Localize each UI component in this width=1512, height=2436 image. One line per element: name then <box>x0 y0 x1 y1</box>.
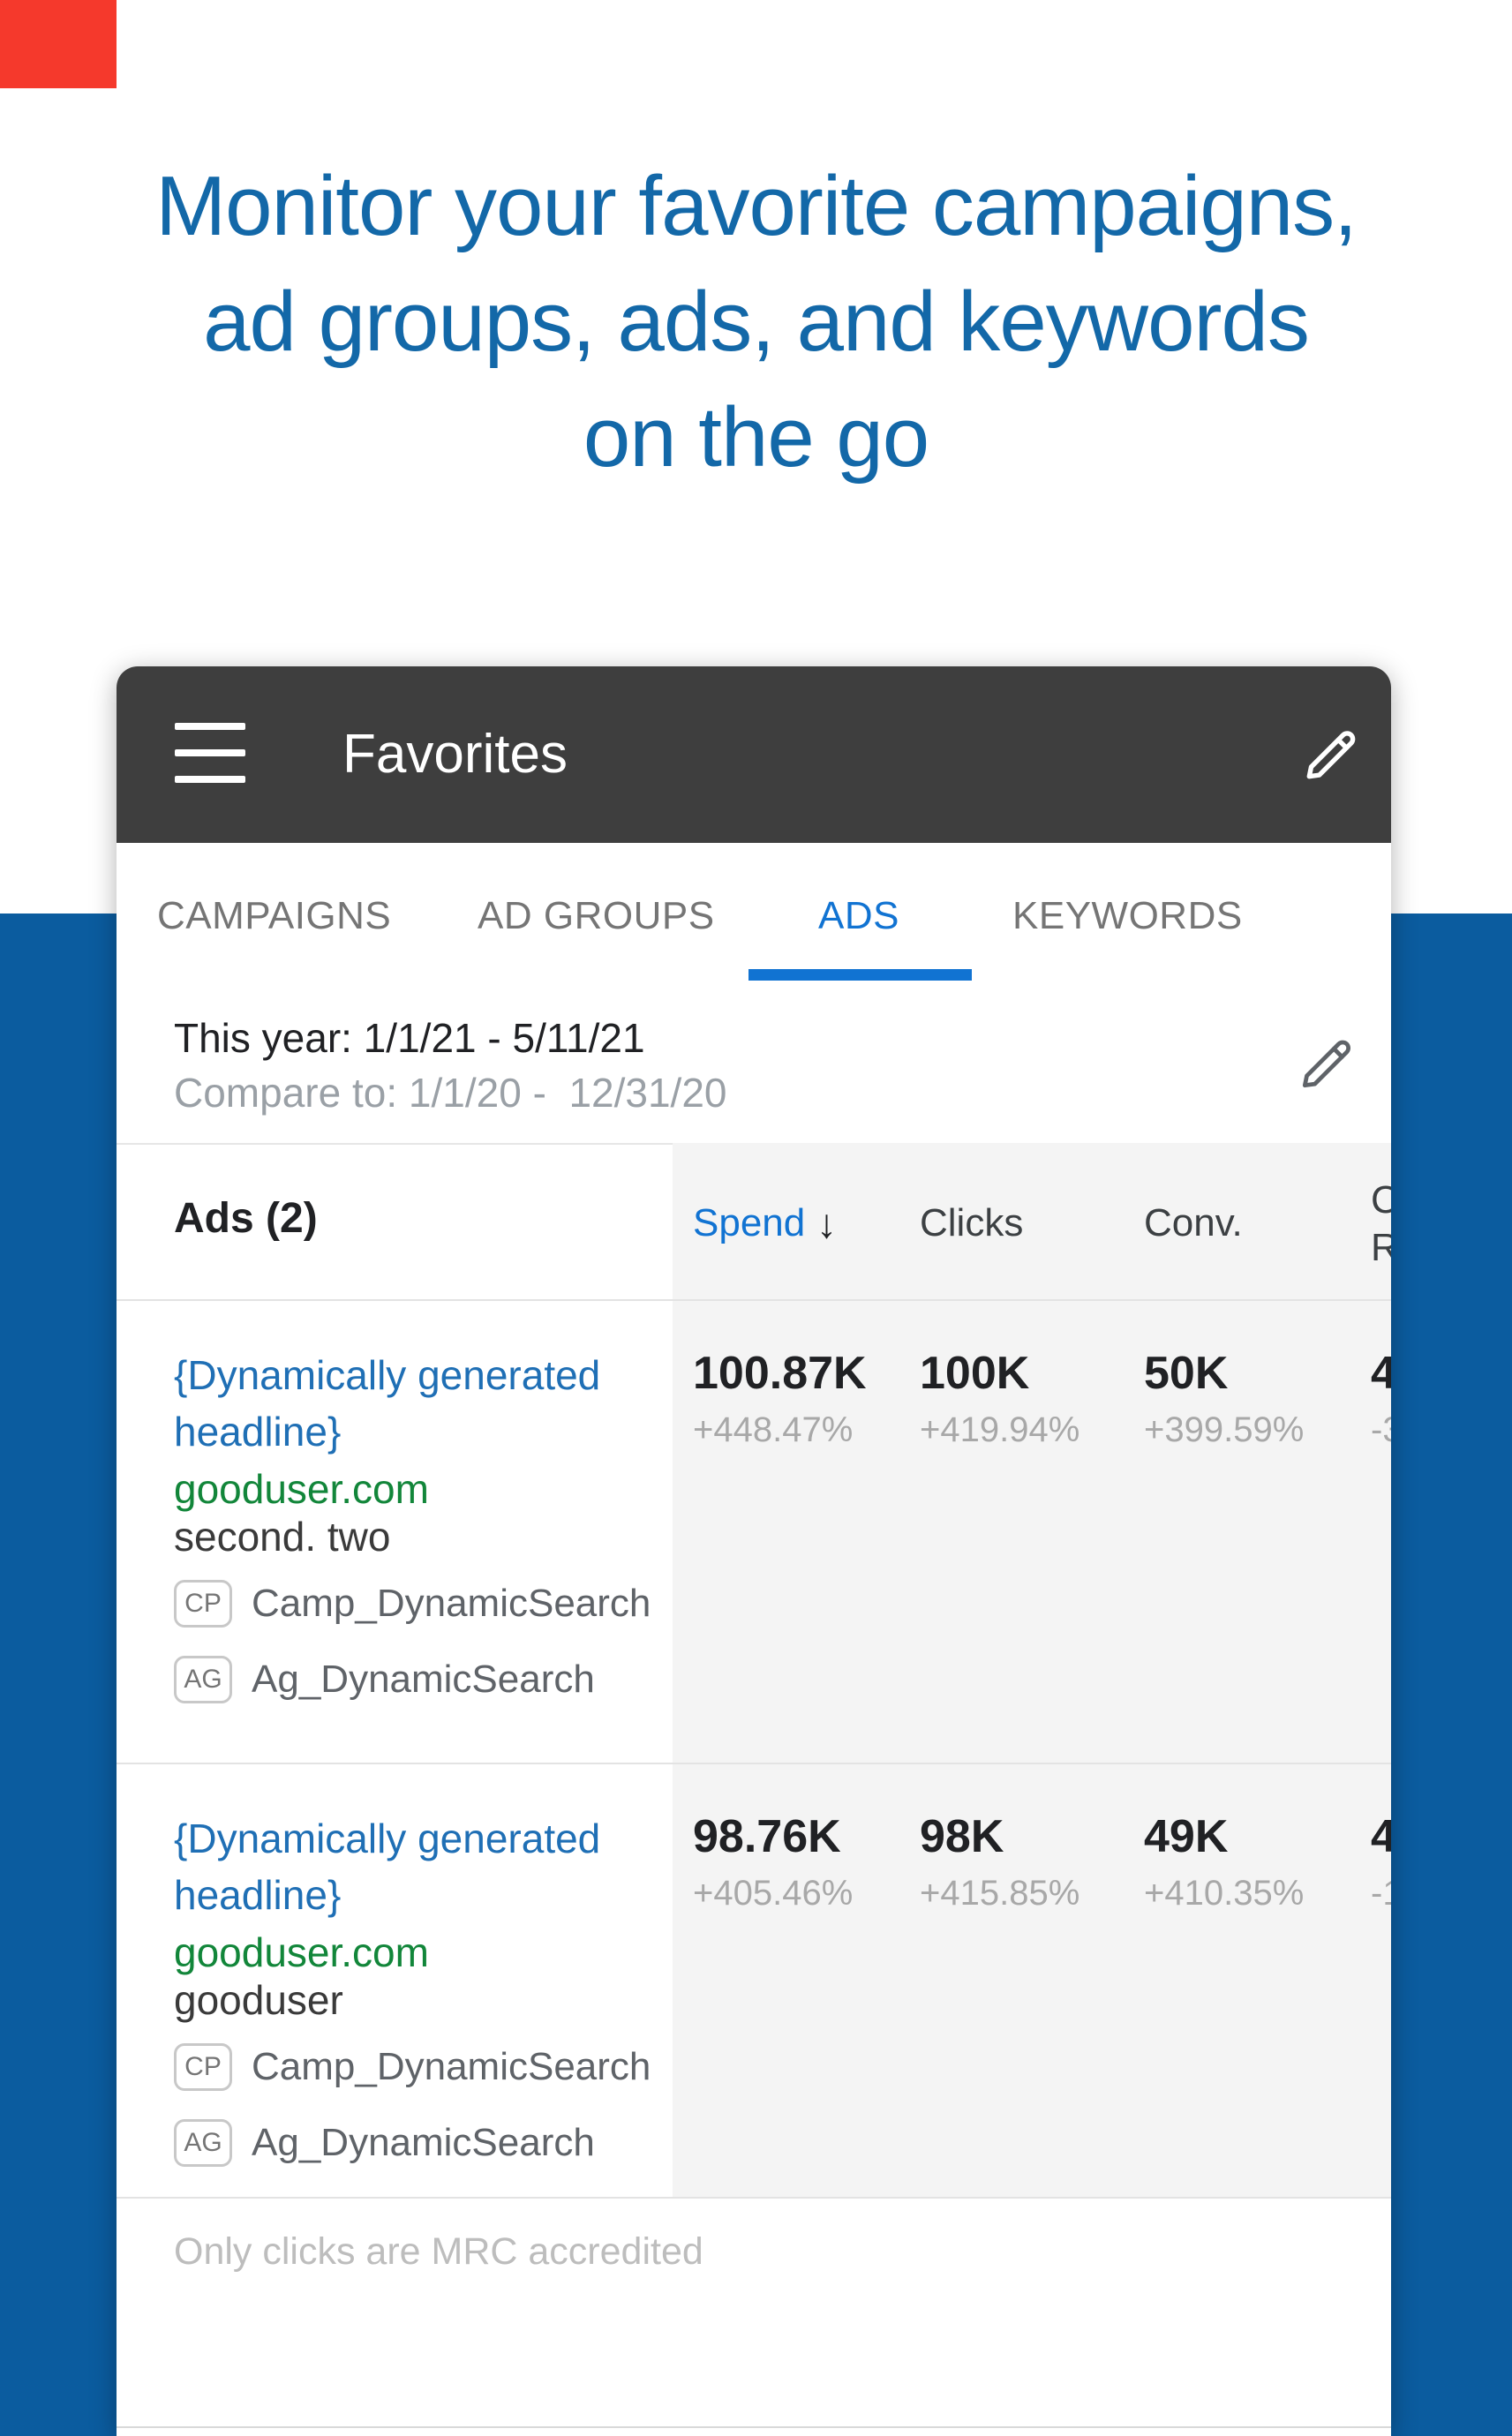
spend-value: 100.87K <box>693 1348 867 1399</box>
recording-indicator <box>0 0 117 88</box>
mrc-footnote: Only clicks are MRC accredited <box>174 2230 703 2273</box>
campaign-name: Camp_DynamicSearch <box>252 2045 651 2088</box>
ad-group-badge: AG <box>174 2119 232 2167</box>
date-range-row: This year: 1/1/21 - 5/11/21 Compare to: … <box>117 981 1391 1145</box>
hero-line-2: ad groups, ads, and keywords <box>203 274 1310 369</box>
table-header: Ads (2) Spend ↓ Clicks Conv. Conv. Rate <box>117 1143 1391 1299</box>
conv-delta: +410.35% <box>1144 1874 1305 1913</box>
column-header-conv[interactable]: Conv. <box>1144 1201 1243 1244</box>
conv-delta: +399.59% <box>1144 1410 1305 1449</box>
divider <box>117 2197 1391 2199</box>
table-title: Ads (2) <box>174 1195 318 1242</box>
conv-value: 49K <box>1144 1811 1229 1862</box>
ad-headline-link[interactable]: {Dynamically generated headline} <box>174 1816 601 1918</box>
page-title: Favorites <box>342 724 568 785</box>
ad-group-row: AG Ag_DynamicSearch <box>174 1656 595 1703</box>
pencil-icon <box>1302 1040 1350 1088</box>
campaign-badge: CP <box>174 1580 232 1628</box>
ad-description: gooduser <box>174 1977 343 2023</box>
hero-line-3: on the go <box>583 390 929 485</box>
edit-date-range-button[interactable] <box>1293 1030 1360 1097</box>
campaign-badge: CP <box>174 2043 232 2091</box>
clicks-value: 98K <box>920 1811 1004 1862</box>
column-header-conv-rate[interactable]: Conv. Rate <box>1371 1178 1391 1269</box>
pencil-icon <box>1306 731 1356 779</box>
conv-rate-value: 4 <box>1371 1348 1391 1399</box>
conv-rate-delta: -1 <box>1371 1874 1391 1913</box>
tab-keywords[interactable]: KEYWORDS <box>1012 894 1243 937</box>
ad-group-row: AG Ag_DynamicSearch <box>174 2119 595 2167</box>
sort-desc-icon: ↓ <box>816 1200 837 1246</box>
campaign-row: CP Camp_DynamicSearch <box>174 2043 651 2091</box>
tab-campaigns[interactable]: CAMPAIGNS <box>157 894 392 937</box>
spend-value: 98.76K <box>693 1811 841 1862</box>
table-row[interactable]: {Dynamically generated headline} gooduse… <box>117 1763 1391 2199</box>
campaign-row: CP Camp_DynamicSearch <box>174 1580 651 1628</box>
date-range-primary: This year: 1/1/21 - 5/11/21 <box>174 1015 645 1061</box>
ad-group-name: Ag_DynamicSearch <box>252 1658 595 1701</box>
table-row[interactable]: {Dynamically generated headline} gooduse… <box>117 1299 1391 1764</box>
spend-delta: +405.46% <box>693 1874 854 1913</box>
card-bottom-edge <box>117 2426 1391 2428</box>
ad-group-name: Ag_DynamicSearch <box>252 2121 595 2164</box>
spend-delta: +448.47% <box>693 1410 854 1449</box>
tab-ads[interactable]: ADS <box>818 894 899 937</box>
metrics-panel-background <box>673 1143 1391 2197</box>
app-bar: Favorites <box>117 666 1391 843</box>
tab-ad-groups[interactable]: AD GROUPS <box>478 894 715 937</box>
column-header-clicks[interactable]: Clicks <box>920 1201 1024 1244</box>
conv-rate-value: 4 <box>1371 1811 1391 1862</box>
ad-display-url: gooduser.com <box>174 1929 429 1975</box>
clicks-delta: +415.85% <box>920 1874 1080 1913</box>
clicks-delta: +419.94% <box>920 1410 1080 1449</box>
date-range-comparison: Compare to: 1/1/20 - 12/31/20 <box>174 1070 727 1116</box>
ad-display-url: gooduser.com <box>174 1466 429 1512</box>
ad-group-badge: AG <box>174 1656 232 1703</box>
hero-line-1: Monitor your favorite campaigns, <box>155 159 1358 253</box>
hamburger-menu-icon[interactable] <box>175 723 245 783</box>
active-tab-underline <box>748 969 972 981</box>
hero-heading: Monitor your favorite campaigns, ad grou… <box>0 148 1512 495</box>
conv-rate-delta: -3 <box>1371 1410 1391 1449</box>
edit-favorites-button[interactable] <box>1298 721 1365 788</box>
ad-headline-link[interactable]: {Dynamically generated headline} <box>174 1352 601 1455</box>
ad-description: second. two <box>174 1514 391 1560</box>
tab-bar: CAMPAIGNS AD GROUPS ADS KEYWORDS <box>117 843 1391 982</box>
clicks-value: 100K <box>920 1348 1030 1399</box>
phone-screen-card: Favorites CAMPAIGNS AD GROUPS ADS KEYWOR… <box>117 666 1391 2436</box>
column-header-spend[interactable]: Spend <box>693 1201 806 1244</box>
campaign-name: Camp_DynamicSearch <box>252 1582 651 1625</box>
conv-value: 50K <box>1144 1348 1229 1399</box>
